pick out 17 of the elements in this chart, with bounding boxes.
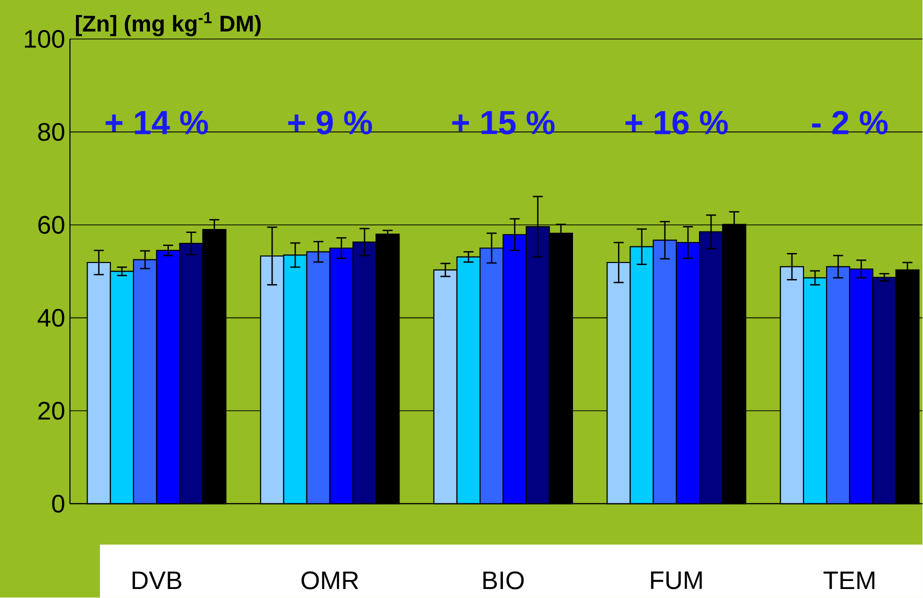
y-tick-label: 100 [24, 30, 64, 48]
y-tick-label: 80 [38, 123, 64, 142]
y-axis-title: [Zn] (mg kg$^{-1}$ DM) [76, 12, 261, 36]
x-tick-label: DVB [132, 572, 182, 590]
annotation: - 2 % [812, 111, 888, 135]
x-tick-label: TEM [824, 572, 874, 590]
x-tick-label: FUM [651, 572, 702, 590]
y-tick-label: 20 [38, 402, 64, 420]
y-tick-label: 60 [38, 216, 64, 234]
y-tick-label: 0 [52, 494, 64, 513]
annotation: + 14 % [106, 111, 208, 134]
x-tick-label: BIO [483, 572, 524, 590]
annotation: + 15 % [452, 111, 555, 135]
annotation: + 9 % [288, 110, 372, 135]
x-tick-label: OMR [302, 572, 358, 590]
y-tick-label: 40 [38, 309, 64, 327]
annotation: + 16 % [626, 110, 728, 135]
